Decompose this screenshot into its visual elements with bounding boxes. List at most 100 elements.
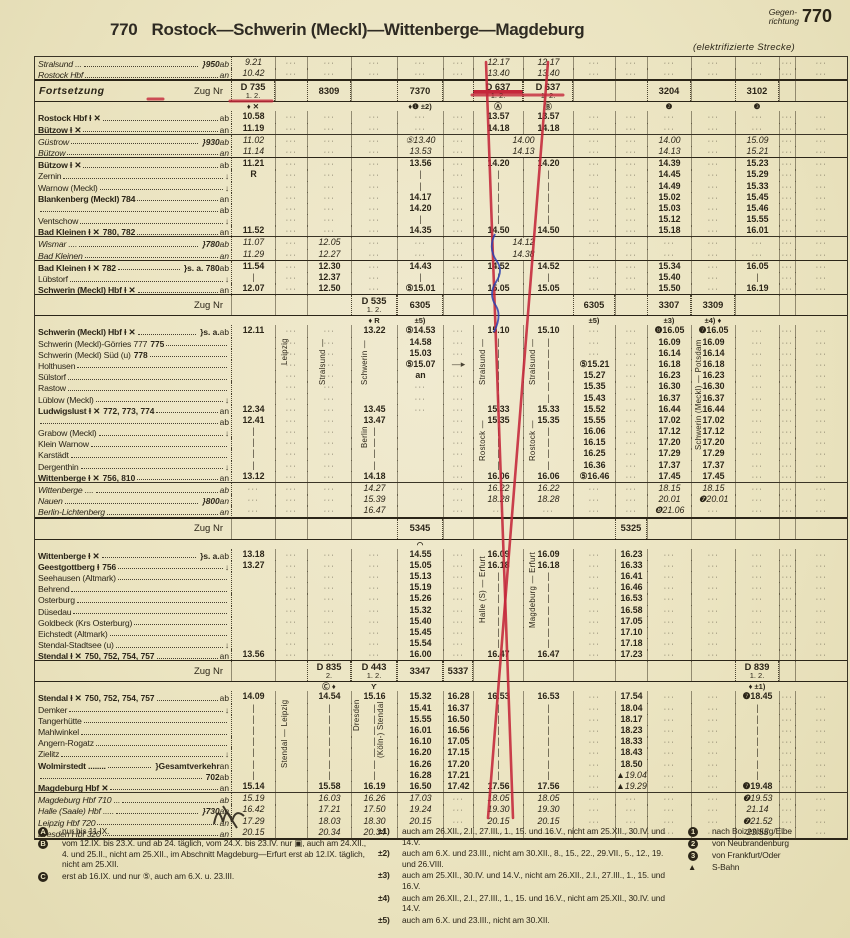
time-cell: ···	[779, 237, 795, 250]
train-number-cell	[231, 661, 275, 682]
time-cell: ···	[615, 804, 647, 817]
time-cell: 17.29	[647, 448, 691, 461]
route-label-vertical: Schwerin —	[360, 339, 369, 385]
time-cell: ···	[307, 615, 351, 629]
time-cell: ···	[647, 111, 691, 124]
time-cell: |	[351, 448, 397, 461]
time-cell: ···	[691, 793, 735, 806]
gegenrichtung-label: Gegen-richtung	[768, 7, 799, 26]
station-label: Wittenberge .... ab	[38, 485, 229, 495]
time-cell: ···	[795, 347, 847, 361]
route-label-vertical: Stralsund —	[318, 338, 327, 386]
time-cell: ···	[615, 214, 647, 227]
time-cell: ···	[691, 505, 735, 518]
time-cell: ···	[615, 272, 647, 285]
time-cell: ···	[795, 548, 847, 562]
time-cell: ···	[397, 122, 443, 136]
time-cell: |	[735, 272, 779, 285]
footnote-item: 2 von Neubrandenburg	[688, 838, 838, 849]
time-cell: ···	[573, 713, 615, 727]
time-cell: ···	[275, 548, 307, 562]
time-cell: 15.43	[573, 392, 615, 405]
time-cell: ···	[307, 437, 351, 450]
time-cell	[397, 426, 443, 439]
time-cell: ···	[275, 426, 307, 439]
time-cell: ···	[573, 336, 615, 350]
time-cell: ···	[779, 470, 795, 484]
time-cell: |	[397, 169, 443, 182]
time-cell: ···	[795, 158, 847, 171]
station-label: Bad Kleinen an	[38, 250, 229, 261]
time-cell: 13.47	[351, 414, 397, 428]
footnote-item: ±3) auch am 25.XII., 30.IV. und 14.V., ni…	[378, 870, 665, 891]
time-cell: ···	[443, 483, 473, 496]
table-row: Holthusen ··· ··· ⑤15.07 —▸ | | ⑤15.21 ··· 16.18 1…	[35, 358, 847, 372]
time-cell: ···	[691, 225, 735, 238]
time-cell: ···	[615, 260, 647, 274]
time-cell: 16.56	[443, 725, 473, 738]
time-cell: |	[351, 426, 397, 439]
time-cell: ···	[647, 736, 691, 749]
time-cell: |	[351, 747, 397, 760]
time-cell: ···	[779, 725, 795, 738]
time-cell: ···	[795, 780, 847, 794]
time-cell: ···	[573, 725, 615, 738]
time-cell: ···	[351, 615, 397, 629]
symbols-row: Ⓒ ♦ Ƴ ♦ ±1)	[35, 682, 847, 691]
time-cell: ⑤13.40	[397, 134, 443, 148]
train-number-cell	[647, 661, 691, 682]
train-number-cell	[735, 295, 779, 316]
time-cell: 13.12	[231, 470, 275, 484]
column-symbol: Ⓐ	[494, 102, 502, 112]
time-cell: 17.20	[691, 437, 735, 450]
time-cell	[351, 347, 397, 361]
time-cell: ⑤16.46	[573, 470, 615, 484]
time-cell: ···	[351, 559, 397, 573]
time-cell: ···	[307, 169, 351, 182]
time-cell: ···	[795, 370, 847, 383]
time-cell: ···	[307, 358, 351, 372]
train-number-cell	[443, 518, 473, 539]
time-cell: ···	[779, 483, 795, 496]
station-label: Behrend	[35, 582, 231, 595]
time-cell: ···	[735, 494, 779, 507]
time-cell: ···	[275, 494, 307, 507]
time-cell	[231, 570, 275, 584]
time-cell: ❼21.52	[735, 815, 779, 828]
time-cell: 17.42	[443, 780, 473, 794]
time-cell: 20.34	[307, 826, 351, 840]
train-number-cell	[691, 518, 735, 539]
time-cell: ···	[691, 272, 735, 285]
time-cell	[231, 593, 275, 606]
table-row: Karstädt | ··· ··· | ··· | | 16.25 ··· 17.29 17.29 ·…	[35, 448, 847, 461]
table-row: Zielitz ↓ | | | 16.20 17.15 | | ··· 18.43 ··· ··· | ··…	[35, 747, 847, 760]
time-cell: ···	[735, 347, 779, 361]
time-cell: ···	[573, 691, 615, 704]
time-cell	[351, 392, 397, 405]
train-number-cell	[351, 81, 397, 102]
time-cell: ···	[795, 736, 847, 749]
train-number-cell: D 839 1. 2.	[735, 661, 779, 682]
time-cell: ···	[573, 158, 615, 171]
time-cell: 16.00	[397, 649, 443, 662]
time-cell: 17.12	[647, 426, 691, 439]
time-cell	[231, 392, 275, 405]
station-label: Osterburg	[35, 593, 231, 606]
time-cell: ···	[735, 392, 779, 405]
time-cell: ···	[573, 780, 615, 794]
time-cell: 11.02	[231, 134, 275, 148]
station-label: Geestgottberg Ɨ 756 ↓	[38, 561, 229, 572]
table-row: Behrend ··· ··· ··· 15.19 ··· | | ··· 16.46 ··· ···…	[35, 582, 847, 595]
time-cell: 13.40	[473, 68, 523, 81]
train-number-cell: 7370	[397, 81, 443, 102]
time-cell: ···	[779, 494, 795, 507]
time-cell: ···	[795, 826, 847, 840]
time-cell: 16.18	[691, 358, 735, 372]
time-cell: 18.23	[615, 725, 647, 738]
time-cell: ···	[779, 548, 795, 562]
page-title: 770 Rostock—Schwerin (Meckl)—Wittenberge—…	[110, 20, 585, 40]
time-cell: ···	[307, 145, 351, 159]
time-cell: ···	[779, 283, 795, 296]
time-cell: ···	[231, 483, 275, 496]
time-cell: ···	[735, 414, 779, 428]
